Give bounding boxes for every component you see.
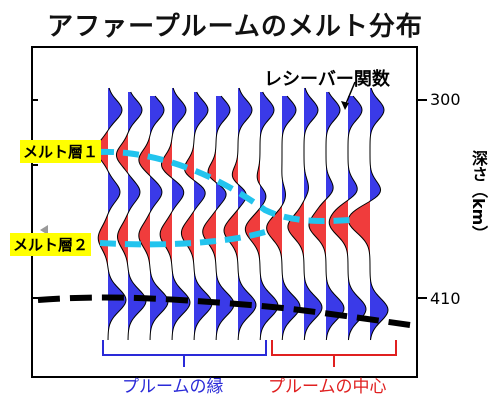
positive-fill-10 bbox=[304, 88, 322, 340]
positive-fill-2 bbox=[128, 92, 146, 340]
trace-line-12 bbox=[328, 95, 367, 341]
negative-fill-7 bbox=[224, 88, 238, 340]
pointer-arrow bbox=[344, 81, 356, 107]
plot-frame bbox=[31, 46, 418, 378]
negative-fill-6 bbox=[202, 96, 216, 340]
figure-title: アファープルームのメルト分布 bbox=[47, 12, 423, 42]
negative-fill-9 bbox=[266, 96, 282, 340]
trace-line-11 bbox=[308, 91, 345, 341]
negative-fill-1 bbox=[96, 88, 108, 340]
positive-fill-13 bbox=[370, 88, 388, 340]
melt-layer-1-label: メルト層１ bbox=[20, 140, 102, 163]
receiver-function-label: レシーバー関数 bbox=[264, 69, 390, 90]
tick-label-410: 410 bbox=[430, 289, 461, 308]
trace-line-1 bbox=[95, 87, 127, 341]
tick-label-300: 300 bbox=[430, 90, 461, 109]
positive-fill-3 bbox=[150, 96, 168, 340]
negative-fill-3 bbox=[138, 96, 150, 340]
pointer-arrow-head bbox=[341, 101, 349, 110]
positive-fill-12 bbox=[348, 96, 366, 340]
negative-fill-8 bbox=[245, 92, 260, 340]
melt-layer-2-line bbox=[99, 229, 266, 248]
positive-fill-8 bbox=[260, 92, 278, 340]
negative-fill-11 bbox=[308, 92, 326, 340]
negative-fill-5 bbox=[181, 92, 194, 340]
discontinuity-410-line bbox=[37, 294, 411, 328]
trace-line-5 bbox=[180, 91, 213, 341]
center-bracket bbox=[271, 340, 397, 356]
positive-fill-1 bbox=[108, 88, 126, 340]
negative-fill-4 bbox=[160, 88, 172, 340]
trace-line-13 bbox=[347, 87, 389, 341]
trace-line-8 bbox=[244, 91, 279, 341]
plume-edge-label: プルームの縁 bbox=[122, 377, 224, 397]
trace-line-9 bbox=[266, 95, 301, 341]
melt-layer-2-label: メルト層２ bbox=[10, 233, 92, 256]
positive-fill-9 bbox=[282, 96, 300, 340]
melt-layer-1-line bbox=[97, 148, 351, 224]
trace-line-6 bbox=[202, 95, 235, 341]
trace-line-4 bbox=[159, 87, 191, 341]
trace-line-10 bbox=[287, 87, 323, 341]
edge-bracket bbox=[102, 340, 267, 356]
negative-fill-10 bbox=[287, 88, 304, 340]
plume-center-label: プルームの中心 bbox=[268, 377, 387, 397]
depth-axis-label: 深さ（km） bbox=[469, 150, 488, 242]
trace-line-7 bbox=[223, 87, 257, 341]
negative-fill-13 bbox=[348, 88, 370, 340]
positive-fill-7 bbox=[238, 88, 256, 340]
grey-marker bbox=[40, 225, 48, 235]
